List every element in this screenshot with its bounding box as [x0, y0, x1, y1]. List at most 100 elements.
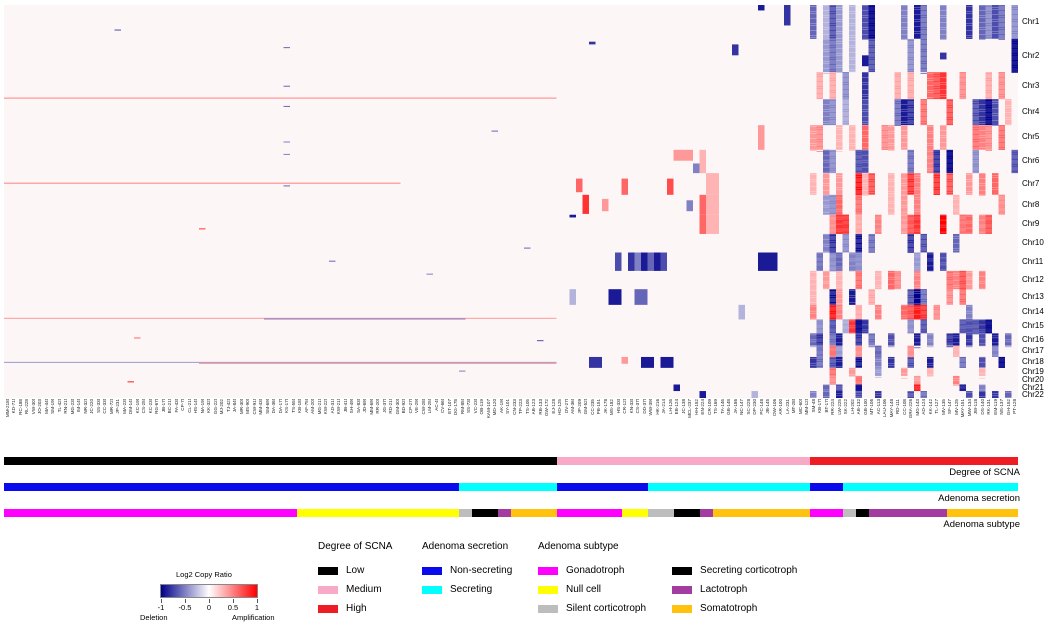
- heatmap-cell-stripe: [985, 332, 992, 334]
- heatmap-cell-stripe: [823, 17, 830, 18]
- heatmap-cell-stripe: [855, 158, 862, 160]
- heatmap-cell-stripe: [914, 308, 921, 310]
- heatmap-cell: [907, 319, 914, 334]
- heatmap-cell-stripe: [875, 306, 882, 308]
- heatmap-cell: [829, 252, 836, 271]
- heatmap-cell-stripe: [836, 254, 843, 256]
- heatmap-cell-stripe: [920, 43, 927, 45]
- heatmap-cell-stripe: [836, 33, 843, 34]
- heatmap-cell-stripe: [836, 19, 843, 20]
- heatmap-cell-stripe: [927, 143, 934, 144]
- heatmap-cell-stripe: [914, 386, 921, 388]
- heatmap-cell: [920, 233, 927, 253]
- heatmap-cell: [966, 5, 973, 39]
- legend-swatch: [538, 604, 558, 613]
- heatmap-cell-stripe: [849, 373, 856, 375]
- heatmap-cell-stripe: [862, 121, 869, 122]
- heatmap-cell-stripe: [829, 107, 836, 108]
- heatmap-cell-stripe: [810, 271, 817, 273]
- heatmap-cell-stripe: [907, 63, 914, 65]
- heatmap-cell-stripe: [933, 308, 940, 310]
- sample-label: SC-228: [745, 399, 751, 415]
- heatmap-cell-stripe: [881, 135, 888, 136]
- heatmap-cell-stripe: [875, 371, 882, 373]
- heatmap-cell: [992, 391, 999, 398]
- heatmap-cell-stripe: [907, 295, 914, 296]
- heatmap-cell-stripe: [966, 397, 973, 398]
- heatmap-cell-stripe: [979, 22, 986, 23]
- heatmap-cell-stripe: [829, 332, 836, 334]
- heatmap-cell: [829, 194, 836, 215]
- sample-label: DG-178: [453, 399, 458, 416]
- heatmap-cell-stripe: [998, 204, 1005, 206]
- heatmap-cell-stripe: [810, 357, 817, 359]
- heatmap-cell-stripe: [868, 297, 875, 298]
- heatmap-cell-stripe: [868, 70, 875, 72]
- heatmap-cell: [901, 214, 908, 234]
- heatmap-cell: [953, 333, 960, 346]
- heatmap-cell-stripe: [901, 372, 908, 374]
- heatmap-cell-stripe: [901, 125, 908, 126]
- heatmap-cell-stripe: [816, 268, 823, 270]
- heatmap-cell-stripe: [998, 199, 1005, 201]
- heatmap-cell-stripe: [1011, 151, 1018, 153]
- heatmap-cell-stripe: [810, 181, 817, 182]
- heatmap-cell-stripe: [810, 302, 817, 303]
- sample-label: AD-31t: [329, 399, 335, 414]
- heatmap-cell-stripe: [855, 321, 862, 323]
- heatmap-cell-stripe: [998, 194, 1005, 196]
- heatmap-cell: [992, 5, 999, 39]
- heatmap-cell-stripe: [823, 161, 830, 163]
- legend-swatch: [538, 585, 558, 594]
- heatmap-cell-stripe: [894, 284, 901, 286]
- heatmap-cell-stripe: [894, 113, 901, 114]
- heatmap-cell-stripe: [979, 123, 986, 124]
- heatmap-cell-stripe: [992, 189, 999, 190]
- heatmap-cell: [907, 356, 914, 368]
- heatmap-cell: [920, 38, 927, 73]
- heatmap-cell-stripe: [836, 284, 843, 286]
- track-segment: [946, 509, 1018, 517]
- heatmap-cell-stripe: [823, 206, 830, 208]
- sample-label: AB-123: [531, 399, 536, 415]
- heatmap-cell-stripe: [979, 5, 986, 6]
- heatmap-cell-stripe: [1011, 54, 1018, 56]
- heatmap-cell-stripe: [979, 135, 986, 136]
- heatmap-cell-stripe: [927, 265, 934, 267]
- heatmap-cell-stripe: [920, 294, 927, 295]
- heatmap-cell-stripe: [894, 108, 901, 109]
- heatmap-cell-stripe: [914, 21, 921, 22]
- heatmap-cell-stripe: [855, 308, 862, 310]
- heatmap-cell-stripe: [914, 293, 921, 294]
- heatmap-cell-stripe: [823, 391, 830, 392]
- sample-label: AK-19t: [498, 399, 504, 414]
- heatmap-cell-stripe: [946, 157, 953, 159]
- chromosome-label: Chr14: [1022, 307, 1044, 317]
- heatmap-cell: [660, 252, 667, 271]
- heatmap-cell-stripe: [810, 290, 817, 291]
- heatmap-cell-stripe: [966, 312, 973, 314]
- heatmap-cell: [953, 345, 960, 357]
- heatmap-cell: [875, 356, 882, 368]
- heatmap-cell-stripe: [901, 121, 908, 122]
- heatmap-cell-stripe: [972, 141, 979, 142]
- heatmap-cell-stripe: [901, 123, 908, 124]
- heatmap-cell-stripe: [849, 297, 856, 298]
- heatmap-cell-stripe: [849, 30, 856, 31]
- heatmap-cell-stripe: [901, 111, 908, 112]
- heatmap-cell-stripe: [920, 329, 927, 331]
- sample-label: RK-131: [986, 399, 991, 415]
- sample-label: KS-17t: [284, 399, 289, 414]
- heatmap-cell: [829, 367, 836, 376]
- heatmap-cell-stripe: [823, 238, 830, 240]
- heatmap-cell-stripe: [855, 249, 862, 251]
- heatmap-cell-stripe: [836, 54, 843, 56]
- chromosome-label: Chr6: [1022, 156, 1040, 166]
- heatmap-cell-stripe: [823, 159, 830, 161]
- heatmap-cell-stripe: [966, 18, 973, 19]
- sample-label: GM-30t: [394, 399, 400, 415]
- heatmap-cell: [134, 337, 141, 339]
- heatmap-cell: [4, 317, 557, 319]
- sample-label: DP-230: [752, 399, 757, 415]
- heatmap-cell-stripe: [985, 13, 992, 14]
